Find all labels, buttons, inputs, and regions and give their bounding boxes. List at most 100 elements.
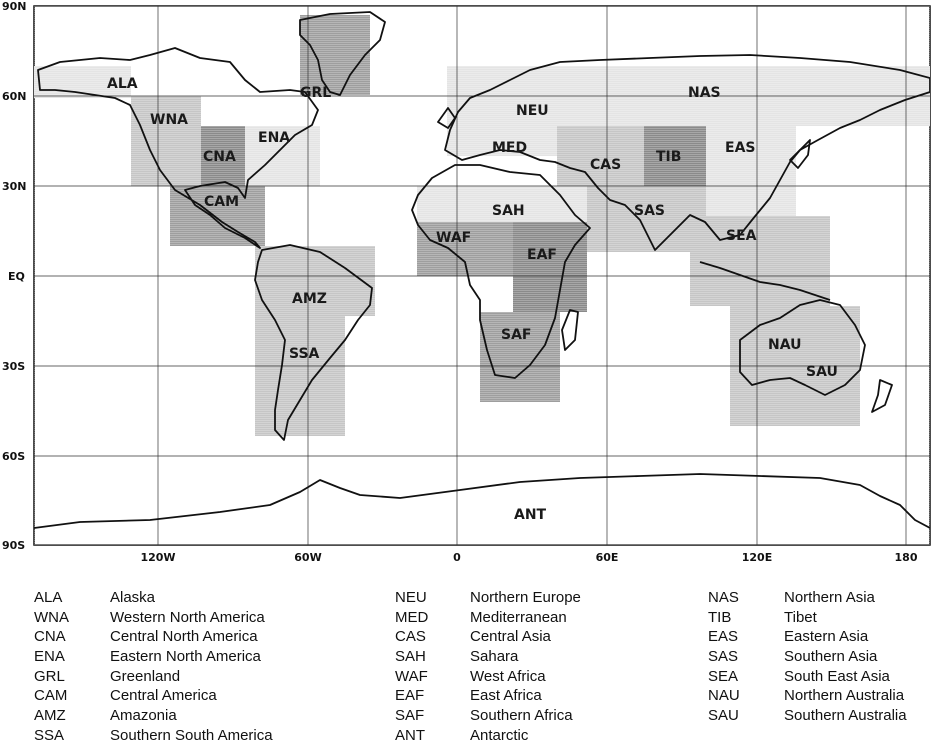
legend-name: Sahara bbox=[470, 648, 519, 666]
coastline-uk bbox=[437, 107, 456, 129]
region-label-med: MED bbox=[492, 140, 527, 156]
legend-row: MED Mediterranean bbox=[395, 608, 695, 628]
region-box-cas bbox=[557, 126, 644, 186]
legend-name: Northern Asia bbox=[784, 589, 875, 606]
legend-code: SSA bbox=[34, 726, 65, 744]
legend-row: AMZ Amazonia bbox=[34, 706, 364, 726]
legend-name: Eastern North America bbox=[110, 648, 261, 666]
coastline-japan bbox=[789, 139, 811, 169]
region-label-grl: GRL bbox=[300, 85, 331, 101]
coastlines bbox=[34, 11, 930, 529]
legend-column-2: NEU Northern Europe MED Mediterranean CAS C… bbox=[395, 588, 695, 746]
legend-code: EAS bbox=[708, 628, 739, 646]
legend-name: Central North America bbox=[110, 628, 258, 646]
region-label-wna: WNA bbox=[150, 112, 188, 128]
legend-code: CAM bbox=[34, 687, 68, 705]
legend-code: MED bbox=[395, 608, 429, 626]
legend-name: Southern Africa bbox=[470, 707, 573, 725]
lon-label: 120W bbox=[140, 551, 175, 564]
world-map: ALA WNA CNA ENA GRL CAM AMZ SSA NEU MED … bbox=[2, 0, 931, 564]
coastline-indonesia bbox=[699, 261, 831, 301]
legend-row: ENA Eastern North America bbox=[34, 647, 364, 667]
legend-column-3: NAS Northern Asia TIB Tibet EAS Eastern Asi… bbox=[708, 588, 930, 726]
region-box-eaf bbox=[513, 222, 587, 312]
legend-code: SEA bbox=[708, 667, 739, 685]
legend-column-1: ALA Alaska WNA Western North America CNA Ce… bbox=[34, 588, 364, 746]
lat-label: 60S bbox=[2, 450, 25, 463]
lon-label: 60W bbox=[294, 551, 321, 564]
legend-name: Greenland bbox=[110, 667, 181, 685]
legend-name: Southern Asia bbox=[784, 648, 878, 666]
lat-label: 30S bbox=[2, 360, 25, 373]
legend-name: Northern Australia bbox=[784, 687, 905, 705]
coastline-south-america bbox=[254, 244, 373, 441]
legend-row: CNA Central North America bbox=[34, 627, 364, 647]
legend-code: SAU bbox=[708, 707, 739, 725]
legend-row: SAH Sahara bbox=[395, 647, 695, 667]
legend-code: CNA bbox=[34, 628, 66, 646]
legend-code: WAF bbox=[395, 667, 428, 685]
lon-label: 120E bbox=[742, 551, 772, 564]
region-label-sea: SEA bbox=[726, 228, 757, 244]
legend-code: EAF bbox=[395, 687, 425, 705]
legend-row: SSA Southern South America bbox=[34, 726, 364, 746]
legend-row: ANT Antarctic bbox=[395, 726, 695, 746]
lon-label: 180 bbox=[895, 551, 918, 564]
legend-row: EAS Eastern Asia bbox=[708, 627, 930, 647]
coastline-greenland bbox=[299, 11, 386, 96]
region-box-sau bbox=[730, 366, 860, 426]
legend-name: Southern South America bbox=[110, 726, 273, 744]
legend-name: Alaska bbox=[110, 589, 156, 606]
legend-row: WAF West Africa bbox=[395, 667, 695, 687]
legend-name: Central Asia bbox=[470, 628, 551, 646]
legend-name: Amazonia bbox=[110, 707, 177, 725]
region-label-eaf: EAF bbox=[527, 247, 557, 263]
coastline-antarctica bbox=[34, 473, 930, 529]
legend-row: ALA Alaska bbox=[34, 588, 364, 608]
legend-code: NAU bbox=[708, 687, 740, 705]
region-box-saf bbox=[480, 312, 560, 402]
legend-name: Western North America bbox=[110, 608, 265, 626]
region-label-cna: CNA bbox=[203, 149, 236, 165]
legend-name: Antarctic bbox=[470, 726, 529, 744]
region-label-neu: NEU bbox=[516, 103, 549, 119]
legend-name: Northern Europe bbox=[470, 589, 581, 606]
legend-row: SEA South East Asia bbox=[708, 667, 930, 687]
region-box-grl bbox=[300, 15, 370, 95]
region-label-eas: EAS bbox=[725, 140, 755, 156]
legend-row: CAS Central Asia bbox=[395, 627, 695, 647]
legend-code: SAF bbox=[395, 707, 425, 725]
region-label-sau: SAU bbox=[806, 364, 838, 380]
legend-code: ALA bbox=[34, 589, 63, 606]
region-label-sah: SAH bbox=[492, 203, 525, 219]
region-label-saf: SAF bbox=[501, 327, 531, 343]
legend-name: South East Asia bbox=[784, 667, 890, 685]
region-labels: ALA WNA CNA ENA GRL CAM AMZ SSA NEU MED … bbox=[107, 76, 838, 523]
region-label-nau: NAU bbox=[768, 337, 802, 353]
region-box-nau bbox=[730, 306, 860, 366]
legend-code: GRL bbox=[34, 667, 65, 685]
lat-label: 60N bbox=[2, 90, 27, 103]
region-box-ssa bbox=[255, 316, 345, 436]
legend-row: CAM Central America bbox=[34, 686, 364, 706]
region-label-ant: ANT bbox=[514, 507, 547, 523]
lat-label: 90N bbox=[2, 0, 27, 13]
region-label-ena: ENA bbox=[258, 130, 290, 146]
legend-code: TIB bbox=[708, 608, 732, 626]
legend-name: Mediterranean bbox=[470, 608, 567, 626]
region-legend: ALA Alaska WNA Western North America CNA Ce… bbox=[0, 588, 934, 746]
coastline-north-america bbox=[37, 47, 319, 249]
legend-name: East Africa bbox=[470, 687, 542, 705]
legend-row: WNA Western North America bbox=[34, 608, 364, 628]
legend-code: AMZ bbox=[34, 707, 66, 725]
legend-row: EAF East Africa bbox=[395, 686, 695, 706]
legend-row: SAF Southern Africa bbox=[395, 706, 695, 726]
legend-code: NAS bbox=[708, 589, 739, 606]
region-label-ssa: SSA bbox=[289, 346, 320, 362]
region-label-ala: ALA bbox=[107, 76, 138, 92]
longitude-labels: 120W 60W 0 60E 120E 180 bbox=[140, 551, 917, 564]
lon-label: 0 bbox=[453, 551, 461, 564]
coastline-new-zealand bbox=[871, 379, 893, 413]
graticule bbox=[34, 6, 930, 545]
legend-row: SAU Southern Australia bbox=[708, 706, 930, 726]
